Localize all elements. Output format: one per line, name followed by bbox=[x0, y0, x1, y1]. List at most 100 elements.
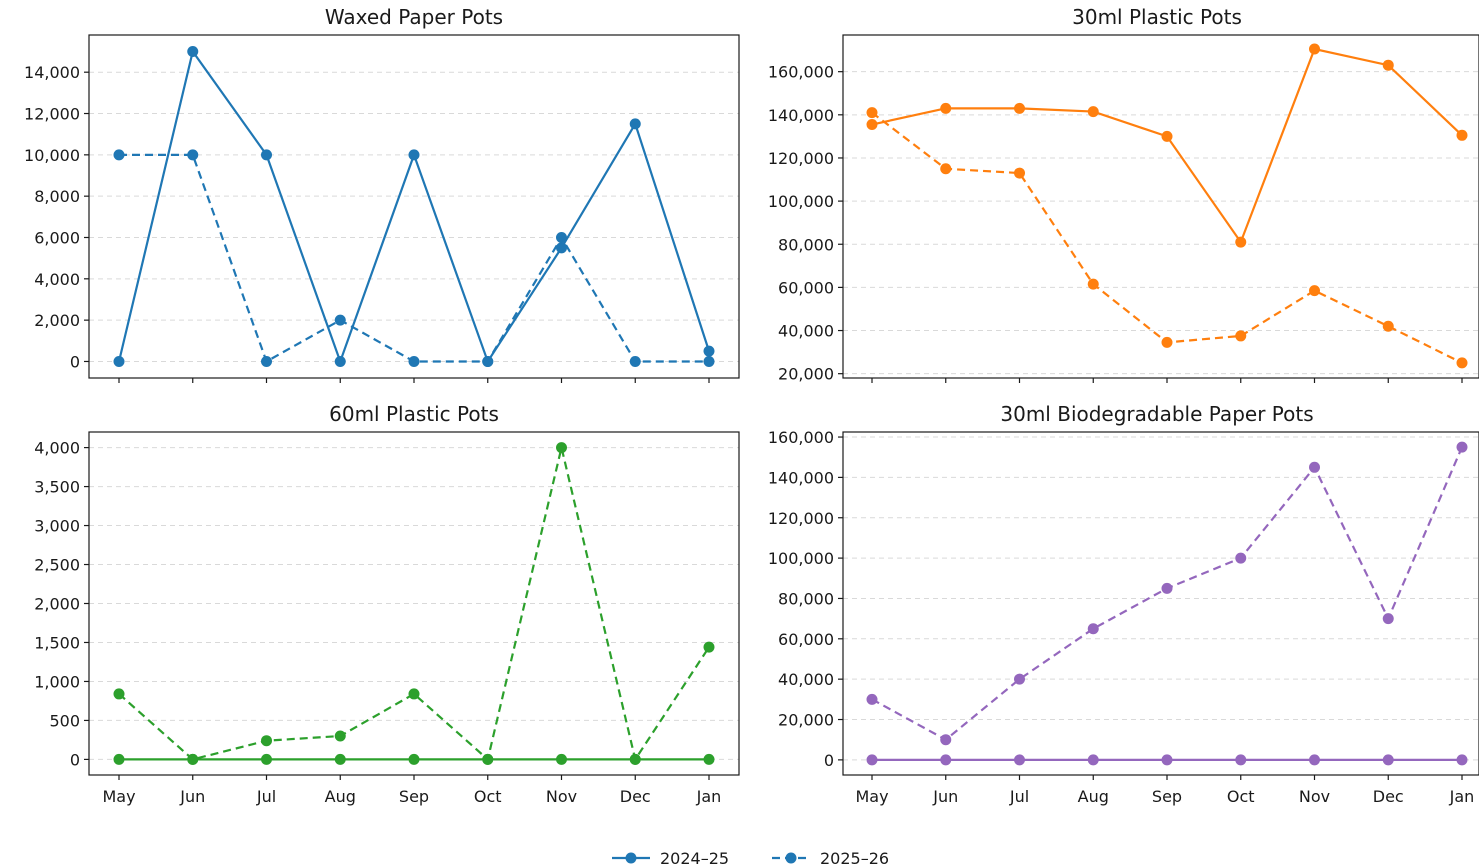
data-point-2024-25-jul bbox=[1014, 102, 1025, 114]
data-point-2025-26-oct bbox=[1235, 552, 1247, 564]
y-tick-label: 60,000 bbox=[778, 630, 834, 649]
data-point-2024-25-sep bbox=[408, 753, 420, 765]
x-tick-label-oct: Oct bbox=[474, 787, 502, 806]
y-tick-label: 2,500 bbox=[34, 556, 80, 575]
data-point-2024-25-oct bbox=[1235, 236, 1247, 248]
y-tick-label: 500 bbox=[49, 711, 80, 730]
data-point-2025-26-dec bbox=[629, 355, 641, 367]
data-point-2024-25-jul bbox=[261, 753, 272, 765]
data-point-2025-26-nov bbox=[1309, 461, 1320, 473]
data-point-2024-25-aug bbox=[1087, 106, 1099, 118]
data-point-2025-26-jan bbox=[1456, 441, 1468, 453]
panel-title: Waxed Paper Pots bbox=[325, 5, 503, 29]
panel-60ml-plastic-pots: 60ml Plastic Pots 0 500 1,000 1,500 2,000 2,5… bbox=[34, 402, 740, 806]
data-point-2025-26-nov bbox=[556, 442, 567, 454]
x-tick-label-may: May bbox=[102, 787, 135, 806]
x-tick-label-nov: Nov bbox=[1299, 787, 1330, 806]
data-point-2024-25-jul bbox=[261, 149, 272, 161]
y-tick-label: 0 bbox=[70, 750, 80, 769]
data-point-2025-26-aug bbox=[334, 730, 346, 742]
y-tick-label: 100,000 bbox=[768, 549, 834, 568]
data-point-2025-26-may bbox=[866, 107, 878, 119]
data-point-2025-26-nov bbox=[556, 231, 567, 243]
legend-marker bbox=[785, 852, 797, 864]
y-tick-label: 140,000 bbox=[768, 106, 834, 125]
data-point-2024-25-dec bbox=[629, 118, 641, 130]
data-point-2024-25-nov bbox=[556, 753, 567, 765]
y-tick-label: 20,000 bbox=[778, 711, 834, 730]
panel-title: 30ml Biodegradable Paper Pots bbox=[1000, 402, 1313, 426]
data-point-2024-25-oct bbox=[1235, 754, 1247, 766]
data-point-2024-25-sep bbox=[1161, 754, 1173, 766]
data-point-2025-26-may bbox=[113, 688, 125, 700]
y-tick-label: 0 bbox=[824, 751, 834, 770]
data-point-2024-25-sep bbox=[408, 149, 420, 161]
data-point-2024-25-jun bbox=[940, 102, 952, 114]
data-point-2025-26-dec bbox=[1382, 613, 1394, 625]
x-tick-label-sep: Sep bbox=[1152, 787, 1182, 806]
y-tick-label: 160,000 bbox=[768, 63, 834, 82]
y-tick-label: 40,000 bbox=[778, 322, 834, 341]
data-point-2024-25-jan bbox=[703, 753, 715, 765]
data-point-2025-26-may bbox=[113, 149, 125, 161]
data-point-2024-25-aug bbox=[334, 355, 346, 367]
x-tick-label-oct: Oct bbox=[1227, 787, 1255, 806]
y-tick-label: 60,000 bbox=[778, 278, 834, 297]
plot-frame bbox=[842, 431, 1479, 776]
panel-30ml-plastic-pots: 30ml Plastic Pots 20,000 40,000 60,000 80,0… bbox=[768, 5, 1479, 384]
data-point-2025-26-nov bbox=[1309, 285, 1320, 297]
y-tick-label: 6,000 bbox=[34, 228, 80, 247]
data-point-2025-26-sep bbox=[408, 688, 420, 700]
x-tick-label-jan: Jan bbox=[696, 787, 722, 806]
y-tick-label: 12,000 bbox=[24, 105, 80, 124]
y-tick-label: 100,000 bbox=[768, 192, 834, 211]
legend: 2024–25 2025–26 bbox=[612, 849, 889, 868]
data-point-2025-26-aug bbox=[1087, 623, 1099, 635]
data-point-2025-26-jul bbox=[1014, 673, 1025, 685]
panel-30ml-biodegradable-paper-pots: 30ml Biodegradable Paper Pots 0 20,000 40,… bbox=[768, 402, 1479, 806]
data-point-2024-25-may bbox=[113, 355, 125, 367]
data-point-2025-26-jun bbox=[187, 149, 199, 161]
y-tick-label: 140,000 bbox=[768, 468, 834, 487]
x-tick-label-jul: Jul bbox=[256, 787, 276, 806]
y-tick-label: 1,500 bbox=[34, 633, 80, 652]
y-tick-label: 3,000 bbox=[34, 517, 80, 536]
y-tick-label: 4,000 bbox=[34, 439, 80, 458]
y-tick-label: 80,000 bbox=[778, 235, 834, 254]
data-point-2025-26-dec bbox=[629, 753, 641, 765]
data-point-2024-25-jan bbox=[703, 345, 715, 357]
y-tick-label: 10,000 bbox=[24, 146, 80, 165]
data-point-2024-25-aug bbox=[334, 753, 346, 765]
y-tick-label: 0 bbox=[70, 352, 80, 371]
x-tick-label-jul: Jul bbox=[1009, 787, 1029, 806]
data-point-2024-25-nov bbox=[1309, 43, 1320, 55]
data-point-2024-25-may bbox=[866, 119, 878, 131]
data-point-2024-25-jul bbox=[1014, 754, 1025, 766]
y-tick-label: 40,000 bbox=[778, 670, 834, 689]
data-point-2025-26-oct bbox=[1235, 330, 1247, 342]
data-point-2024-25-nov bbox=[1309, 754, 1320, 766]
data-point-2025-26-jul bbox=[261, 355, 272, 367]
data-point-2025-26-sep bbox=[1161, 582, 1173, 594]
panel-title: 60ml Plastic Pots bbox=[329, 402, 499, 426]
data-point-2025-26-jun bbox=[940, 734, 952, 746]
data-point-2025-26-aug bbox=[334, 314, 346, 326]
y-tick-label: 3,500 bbox=[34, 478, 80, 497]
y-tick-label: 80,000 bbox=[778, 589, 834, 608]
legend-marker bbox=[625, 852, 637, 864]
x-tick-label-jan: Jan bbox=[1449, 787, 1475, 806]
data-point-2024-25-dec bbox=[1382, 59, 1394, 71]
data-point-2024-25-jun bbox=[940, 754, 952, 766]
data-point-2025-26-jan bbox=[1456, 357, 1468, 369]
y-tick-label: 160,000 bbox=[768, 428, 834, 447]
data-point-2024-25-nov bbox=[556, 242, 567, 254]
x-tick-label-may: May bbox=[855, 787, 888, 806]
panel-waxed-paper-pots: Waxed Paper Pots 0 2,000 4,000 6,000 8,000 10… bbox=[24, 5, 740, 383]
data-point-2025-26-sep bbox=[408, 355, 420, 367]
x-tick-label-dec: Dec bbox=[1373, 787, 1404, 806]
x-tick-label-nov: Nov bbox=[546, 787, 577, 806]
data-point-2025-26-jan bbox=[703, 641, 715, 653]
y-tick-label: 4,000 bbox=[34, 270, 80, 289]
series-line-2025-26 bbox=[118, 447, 710, 763]
